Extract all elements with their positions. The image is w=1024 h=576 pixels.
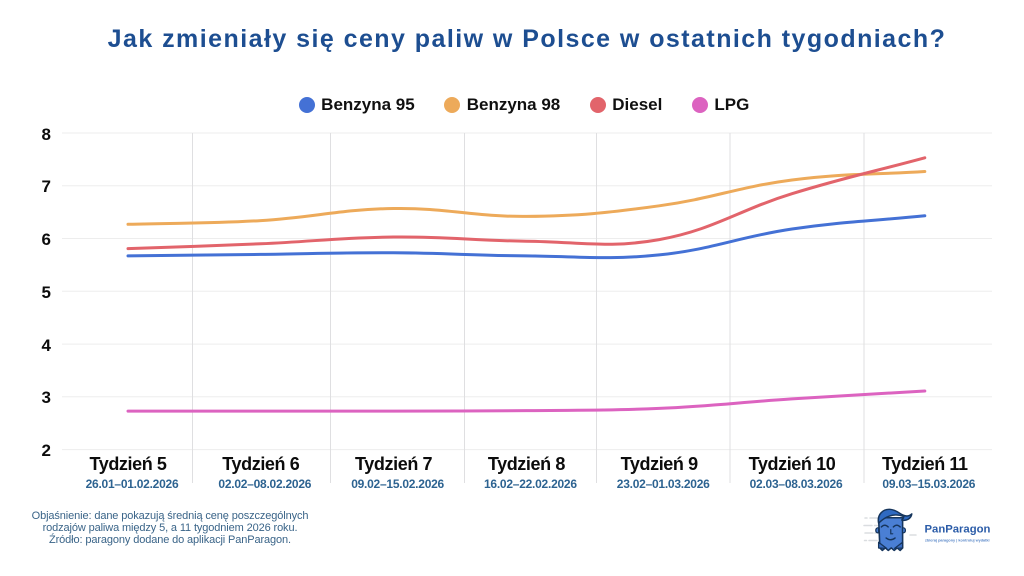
- svg-text:PanParagon: PanParagon: [925, 523, 991, 535]
- svg-text:zbieraj paragony | kontroluj w: zbieraj paragony | kontroluj wydatki: [925, 538, 990, 542]
